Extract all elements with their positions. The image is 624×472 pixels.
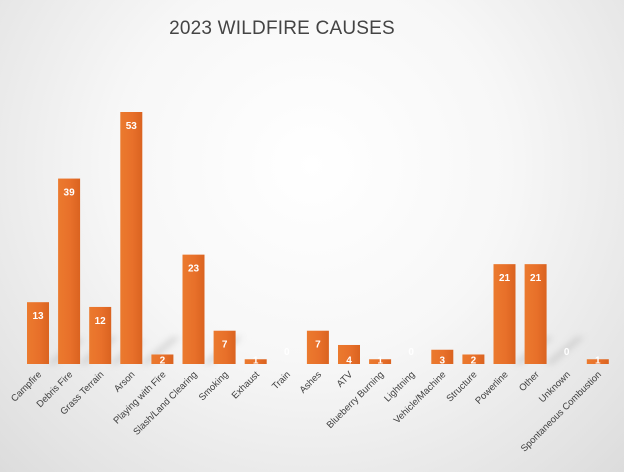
data-label: 21 <box>530 273 542 284</box>
data-label: 0 <box>284 347 290 358</box>
bar <box>369 359 392 364</box>
bar <box>244 359 267 364</box>
bar <box>58 178 81 364</box>
x-tick-label: Powerline <box>473 369 510 406</box>
chart-title: 2023 WILDFIRE CAUSES <box>169 18 395 39</box>
data-label: 0 <box>408 347 414 358</box>
x-tick-label: Other <box>517 369 542 394</box>
data-label: 2 <box>160 356 166 367</box>
bar <box>27 302 49 364</box>
bar-shadow <box>140 337 181 364</box>
data-label: 7 <box>222 340 228 351</box>
bar <box>182 254 205 364</box>
x-tick-label: Smoking <box>197 369 231 403</box>
data-label: 1 <box>595 356 601 367</box>
data-label: 0 <box>564 347 570 358</box>
bar <box>89 306 112 364</box>
bars <box>27 112 609 364</box>
data-label: 13 <box>32 311 44 322</box>
bar <box>586 359 609 364</box>
bar <box>462 354 485 364</box>
data-label: 4 <box>346 356 352 367</box>
data-label: 2 <box>471 356 477 367</box>
x-tick-label: Train <box>270 369 293 392</box>
x-tick-label: ATV <box>335 369 356 390</box>
x-tick-label: Exhaust <box>230 369 262 401</box>
bar-shadow <box>544 337 585 364</box>
data-label: 39 <box>64 188 76 199</box>
bar <box>306 330 329 364</box>
data-label: 1 <box>377 356 383 367</box>
data-label: 12 <box>95 316 107 327</box>
data-label: 53 <box>126 121 138 132</box>
x-tick-label: Blueberry Burning <box>325 369 387 431</box>
bar <box>431 349 454 364</box>
data-label: 7 <box>315 340 321 351</box>
x-tick-label: Ashes <box>298 369 325 396</box>
bar <box>151 354 174 364</box>
bar <box>338 344 360 364</box>
bar <box>120 112 143 364</box>
bar <box>493 264 516 364</box>
x-tick-label: Arson <box>112 369 137 394</box>
data-label: 21 <box>499 273 511 284</box>
bar <box>524 264 547 364</box>
data-label: 1 <box>253 356 259 367</box>
data-label: 23 <box>188 264 200 275</box>
bar <box>213 330 236 364</box>
data-label: 3 <box>440 356 446 367</box>
